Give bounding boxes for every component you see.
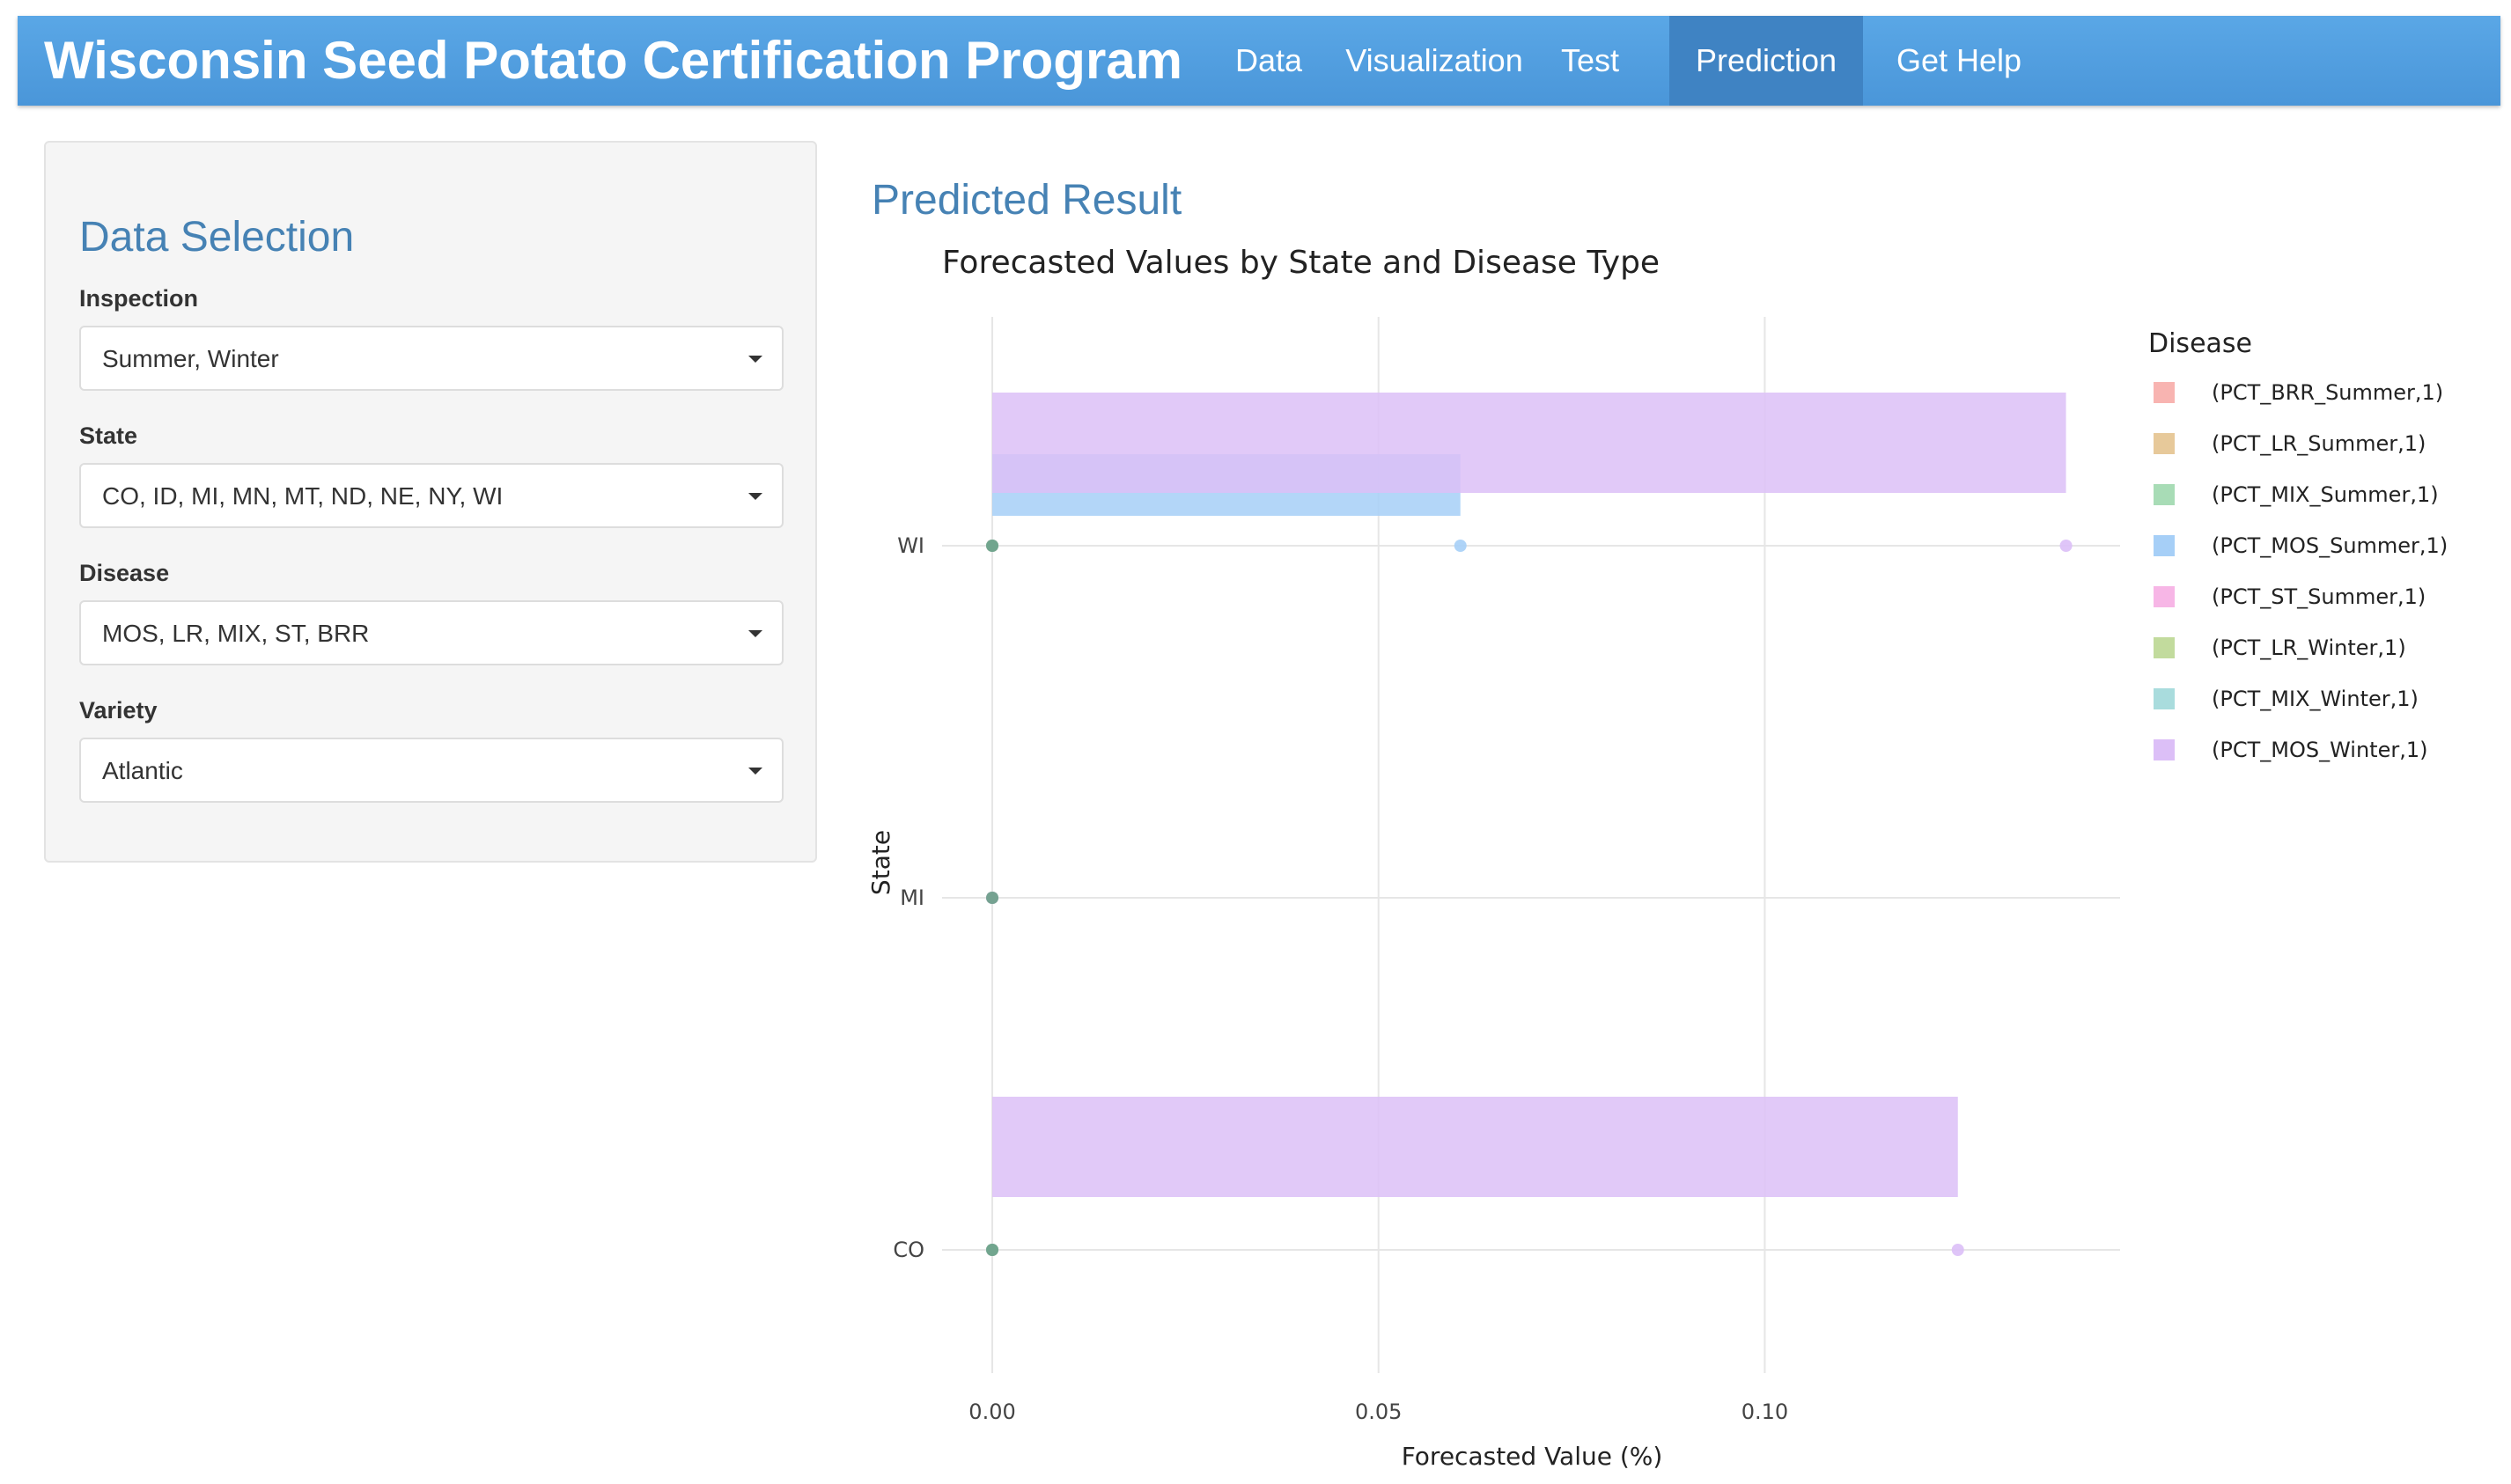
state-select[interactable]: CO, ID, MI, MN, MT, ND, NE, NY, WI xyxy=(79,463,784,528)
top-navbar: Wisconsin Seed Potato Certification Prog… xyxy=(18,16,2500,106)
legend-item-label[interactable]: (PCT_BRR_Summer,1) xyxy=(2212,380,2443,405)
forecast-chart: Forecasted Values by State and Disease T… xyxy=(866,245,2448,1470)
nav-get-help[interactable]: Get Help xyxy=(1896,42,2022,78)
legend-item-label[interactable]: (PCT_LR_Winter,1) xyxy=(2212,635,2406,660)
y-tick-label: MI xyxy=(900,885,924,910)
legend-item-label[interactable]: (PCT_ST_Summer,1) xyxy=(2212,584,2426,609)
zero-point xyxy=(986,540,999,552)
y-tick-label: WI xyxy=(897,533,924,558)
legend-swatch[interactable] xyxy=(2154,535,2175,556)
caret-down-icon xyxy=(748,768,762,775)
bar-mark[interactable] xyxy=(992,393,2066,493)
variety-label: Variety xyxy=(79,697,158,724)
x-tick-label: 0.05 xyxy=(1355,1400,1402,1424)
app-brand-title[interactable]: Wisconsin Seed Potato Certification Prog… xyxy=(44,31,1183,90)
disease-label: Disease xyxy=(79,560,170,586)
nav-prediction[interactable]: Prediction xyxy=(1669,16,1863,106)
legend-item-label[interactable]: (PCT_MOS_Winter,1) xyxy=(2212,738,2427,762)
state-label: State xyxy=(79,422,138,449)
legend-title: Disease xyxy=(2148,328,2252,359)
chart-points xyxy=(986,540,2073,1256)
inspection-label: Inspection xyxy=(79,285,199,312)
disease-select-value: MOS, LR, MIX, ST, BRR xyxy=(102,620,370,647)
legend-swatch[interactable] xyxy=(2154,739,2175,760)
chart-axes: 0.00 0.05 0.10 WI MI CO xyxy=(893,533,1788,1424)
x-tick-label: 0.00 xyxy=(968,1400,1015,1424)
inspection-select-value: Summer, Winter xyxy=(102,345,279,372)
legend-swatch[interactable] xyxy=(2154,382,2175,403)
legend-item-label[interactable]: (PCT_MOS_Summer,1) xyxy=(2212,533,2448,558)
nav-test[interactable]: Test xyxy=(1560,42,1620,78)
chart-title: Forecasted Values by State and Disease T… xyxy=(942,245,1660,281)
zero-point xyxy=(986,1244,999,1256)
data-point[interactable] xyxy=(1454,540,1467,552)
x-axis-title: Forecasted Value (%) xyxy=(1402,1442,1663,1470)
chart-bars xyxy=(992,393,2066,1197)
inspection-select[interactable]: Summer, Winter xyxy=(79,326,784,391)
data-point[interactable] xyxy=(2059,540,2073,552)
caret-down-icon xyxy=(748,493,762,500)
x-tick-label: 0.10 xyxy=(1742,1400,1788,1424)
sidebar-title: Data Selection xyxy=(79,214,355,261)
legend-swatch[interactable] xyxy=(2154,586,2175,607)
legend-swatch[interactable] xyxy=(2154,637,2175,658)
zero-point xyxy=(986,892,999,904)
y-axis-title: State xyxy=(866,830,895,895)
state-select-value: CO, ID, MI, MN, MT, ND, NE, NY, WI xyxy=(102,482,504,510)
nav-visualization[interactable]: Visualization xyxy=(1345,42,1523,78)
legend-item-label[interactable]: (PCT_LR_Summer,1) xyxy=(2212,431,2426,456)
disease-select[interactable]: MOS, LR, MIX, ST, BRR xyxy=(79,600,784,665)
y-tick-label: CO xyxy=(893,1238,924,1262)
variety-select-value: Atlantic xyxy=(102,757,183,784)
legend-item-label[interactable]: (PCT_MIX_Winter,1) xyxy=(2212,687,2419,711)
variety-select[interactable]: Atlantic xyxy=(79,738,784,803)
legend-swatch[interactable] xyxy=(2154,484,2175,505)
legend-swatch[interactable] xyxy=(2154,688,2175,709)
nav-data[interactable]: Data xyxy=(1234,42,1303,78)
data-point[interactable] xyxy=(1951,1244,1964,1256)
legend-item-label[interactable]: (PCT_MIX_Summer,1) xyxy=(2212,482,2439,507)
chart-legend: Disease (PCT_BRR_Summer,1) (PCT_LR_Summer,… xyxy=(2148,328,2448,762)
data-selection-panel: Data Selection Inspection Summer, Winter… xyxy=(44,141,817,863)
caret-down-icon xyxy=(748,356,762,363)
predicted-result-title: Predicted Result xyxy=(872,177,1182,224)
bar-mark[interactable] xyxy=(992,1097,1958,1197)
caret-down-icon xyxy=(748,630,762,637)
legend-swatch[interactable] xyxy=(2154,433,2175,454)
